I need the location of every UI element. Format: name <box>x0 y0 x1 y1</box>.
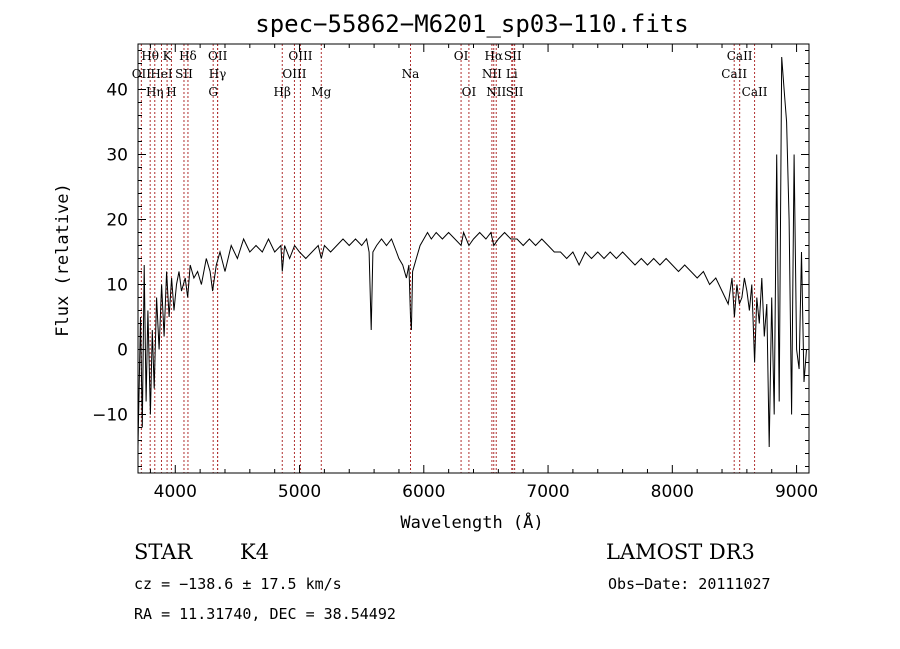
spectral-line-label: OII <box>208 49 228 63</box>
coordinates-text: RA = 11.31740, DEC = 38.54492 <box>134 605 396 623</box>
y-tick-label: −10 <box>92 406 128 426</box>
x-tick-label: 5000 <box>278 482 321 502</box>
spectral-line-label: Hη <box>146 85 164 99</box>
x-tick-label: 8000 <box>651 482 694 502</box>
y-tick-label: 20 <box>106 211 128 231</box>
spectral-line-label: CaII <box>721 67 747 81</box>
spectral-line-label: OII <box>132 67 152 81</box>
x-tick-label: 9000 <box>775 482 818 502</box>
spectral-line-label: OIII <box>282 67 306 81</box>
spectral-line-label: CaII <box>727 49 753 63</box>
x-axis-label: Wavelength (Å) <box>400 511 543 533</box>
x-tick-label: 4000 <box>154 482 197 502</box>
spectral-line-label: SII <box>504 49 522 63</box>
chart-title: spec−55862−M6201_sp03−110.fits <box>255 10 688 38</box>
spectral-line-label: Hγ <box>209 67 227 81</box>
spectral-line-label: Mg <box>311 85 331 99</box>
spectral-line-label: G <box>208 85 218 99</box>
flux-series-line <box>137 56 807 448</box>
y-axis-ticks: −10 0 10 20 30 40 <box>92 50 809 467</box>
x-axis-ticks: 4000 5000 6000 7000 8000 9000 <box>149 44 818 502</box>
obs-date-text: Obs−Date: 20111027 <box>608 575 771 593</box>
spectral-line-label: Hβ <box>274 85 291 99</box>
spectral-line-label: H <box>166 85 176 99</box>
spectral-subclass: K4 <box>240 540 269 564</box>
spectral-line-markers <box>140 44 756 473</box>
x-tick-label: 7000 <box>526 482 569 502</box>
y-axis-label: Flux (relative) <box>53 183 73 337</box>
spectral-line-label: Na <box>402 67 420 81</box>
spectral-line-label: OI <box>462 85 477 99</box>
spectral-line-label: NII <box>482 67 502 81</box>
spectral-line-label: NII <box>486 85 506 99</box>
spectral-line-label: HeI <box>150 67 173 81</box>
spectral-line-label: K <box>163 49 173 63</box>
spectral-line-label: SII <box>506 85 524 99</box>
y-tick-label: 30 <box>106 146 128 166</box>
spectral-line-label: OIII <box>288 49 312 63</box>
spectral-line-label: Hδ <box>179 49 197 63</box>
y-tick-label: 0 <box>117 341 128 361</box>
spectral-line-label: CaII <box>742 85 768 99</box>
spectral-line-label: SII <box>175 67 193 81</box>
y-tick-label: 40 <box>106 81 128 101</box>
spectral-line-label: OI <box>454 49 469 63</box>
redshift-text: cz = −138.6 ± 17.5 km/s <box>134 575 342 593</box>
spectral-line-label: Hα <box>484 49 503 63</box>
x-tick-label: 6000 <box>402 482 445 502</box>
spectral-line-label: Li <box>506 67 518 81</box>
survey-name: LAMOST DR3 <box>606 540 755 564</box>
plot-frame <box>137 43 810 474</box>
y-tick-label: 10 <box>106 276 128 296</box>
object-type: STAR <box>134 540 193 564</box>
spectral-line-label: Hθ <box>141 49 159 63</box>
